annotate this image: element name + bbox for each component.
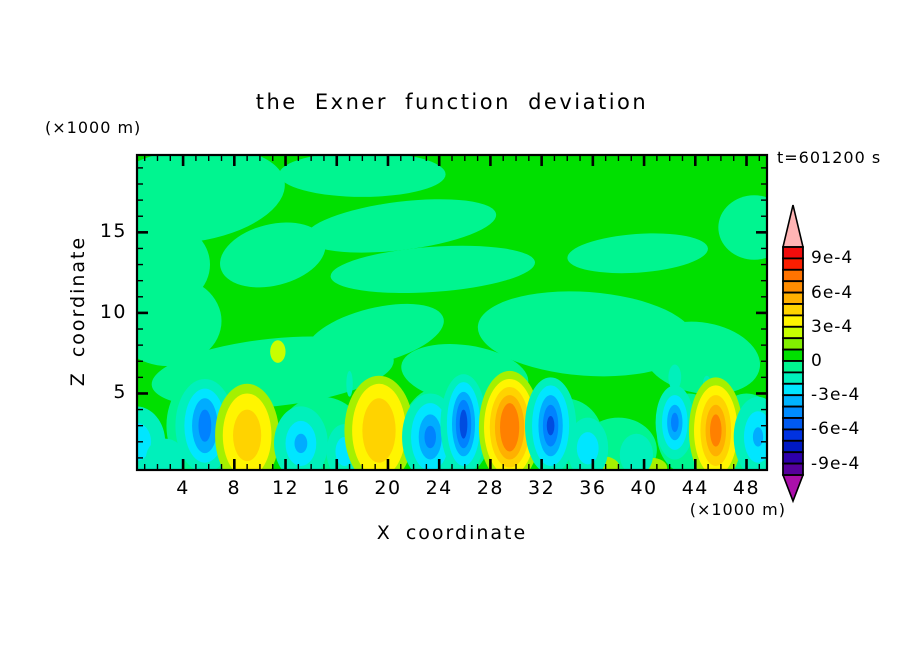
colorbar-tick-label: -6e-4 bbox=[811, 419, 861, 440]
colorbar-cell bbox=[782, 348, 804, 362]
x-axis-title: X coordinate bbox=[376, 522, 528, 544]
y-tick-label: 5 bbox=[113, 381, 127, 404]
contour-region bbox=[305, 199, 497, 253]
colorbar-cell bbox=[782, 462, 804, 476]
colorbar-cell bbox=[782, 246, 804, 260]
contour-blob-layer bbox=[546, 416, 555, 436]
colorbar-cell bbox=[782, 268, 804, 283]
contour-blob-layer bbox=[752, 427, 764, 447]
colorbar-cell bbox=[782, 280, 804, 294]
colorbar-tick-label: 9e-4 bbox=[811, 248, 854, 269]
colorbar-tick-label: 6e-4 bbox=[811, 282, 854, 303]
x-tick-label: 16 bbox=[323, 477, 351, 499]
colorbar-tick-label: -9e-4 bbox=[811, 453, 861, 474]
contour-blob-layer bbox=[424, 425, 436, 449]
colorbar-cell bbox=[782, 257, 804, 271]
contour-region bbox=[330, 245, 535, 294]
contour-blob-layer bbox=[500, 403, 520, 452]
contour-blob-layer bbox=[576, 432, 599, 465]
x-tick-label: 24 bbox=[425, 477, 453, 499]
x-tick-label: 48 bbox=[732, 477, 761, 499]
x-tick-label: 20 bbox=[374, 477, 402, 499]
colorbar-cell bbox=[782, 405, 804, 419]
colorbar-tick-label: -3e-4 bbox=[811, 385, 861, 406]
colorbar-cell bbox=[782, 360, 804, 374]
colorbar-cell bbox=[782, 337, 804, 351]
x-tick-label: 12 bbox=[271, 477, 300, 499]
contour-blob-layer bbox=[233, 409, 262, 462]
x-tick-label: 44 bbox=[681, 477, 709, 499]
colorbar-cell bbox=[782, 371, 804, 385]
contour-blob-layer bbox=[145, 438, 185, 470]
contour-region bbox=[718, 195, 767, 260]
x-tick-label: 36 bbox=[579, 477, 607, 499]
colorbar-cell bbox=[782, 325, 804, 340]
y-axis-unit-label: (×1000 m) bbox=[45, 118, 142, 137]
contour-blob-layer bbox=[459, 409, 468, 439]
colorbar-cell bbox=[782, 417, 804, 431]
x-tick-label: 8 bbox=[227, 477, 242, 499]
contour-region bbox=[306, 303, 444, 368]
x-tick-label: 40 bbox=[630, 477, 658, 499]
colorbar-tick-label: 0 bbox=[811, 351, 823, 371]
y-tick-label: 10 bbox=[99, 300, 127, 323]
contour-blob-layer bbox=[362, 398, 396, 463]
colorbar-cell bbox=[782, 314, 804, 328]
contour-blob-layer bbox=[198, 409, 212, 442]
colorbar-cell bbox=[782, 439, 804, 454]
contour-blob-layer bbox=[710, 414, 722, 447]
contour-region bbox=[137, 275, 222, 367]
contour-region bbox=[346, 370, 353, 397]
contour-region bbox=[220, 222, 326, 288]
x-axis-unit-label: (×1000 m) bbox=[689, 500, 786, 519]
x-tick-label: 32 bbox=[528, 477, 556, 499]
x-tick-label: 28 bbox=[476, 477, 504, 499]
y-tick-label: 15 bbox=[99, 220, 127, 243]
colorbar-cell bbox=[782, 394, 804, 408]
plot-frame bbox=[135, 153, 769, 472]
colorbar-cell bbox=[782, 303, 804, 317]
colorbar-cell bbox=[782, 451, 804, 465]
contour-region bbox=[137, 155, 285, 244]
colorbar-over-arrow bbox=[781, 204, 805, 248]
colorbar-cell bbox=[782, 428, 804, 442]
contour-blob-layer bbox=[294, 433, 308, 454]
contour-region bbox=[270, 340, 286, 363]
time-label: t=601200 s bbox=[777, 148, 882, 167]
x-tick-label: 4 bbox=[176, 477, 190, 499]
contour-blob-layer bbox=[670, 412, 679, 433]
contour-region bbox=[668, 364, 682, 391]
colorbar-tick-label: 3e-4 bbox=[811, 316, 854, 337]
colorbar-under-arrow bbox=[781, 474, 805, 504]
contour-region bbox=[567, 233, 708, 274]
contour-region bbox=[477, 291, 696, 377]
contour-region bbox=[279, 155, 446, 197]
chart-title: the Exner function deviation bbox=[255, 90, 649, 114]
colorbar-cell bbox=[782, 291, 804, 305]
colorbar-cell bbox=[782, 382, 804, 397]
